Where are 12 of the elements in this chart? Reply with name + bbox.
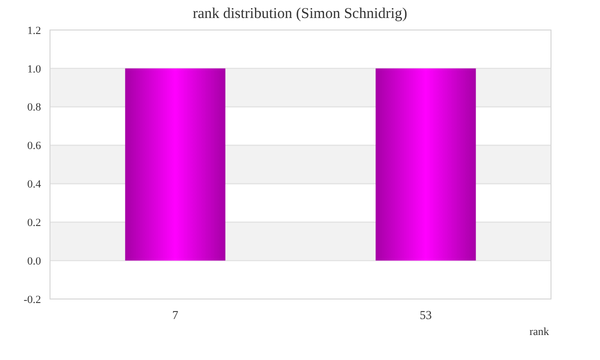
y-tick-label: 0.2 [27,216,41,229]
y-tick-label: 1.2 [27,24,41,37]
y-tick-label: 1.0 [27,63,42,76]
chart-title: rank distribution (Simon Schnidrig) [192,6,408,22]
y-tick-label: 0.8 [27,102,42,114]
x-axis-title: rank [529,326,550,338]
y-tick-label: 0.0 [27,255,42,268]
x-tick-label: 53 [420,308,432,322]
x-tick-label: 7 [172,308,178,322]
y-tick-label: 0.6 [27,140,42,152]
y-tick-label: -0.2 [24,294,41,306]
y-tick-label: 0.4 [27,178,42,191]
